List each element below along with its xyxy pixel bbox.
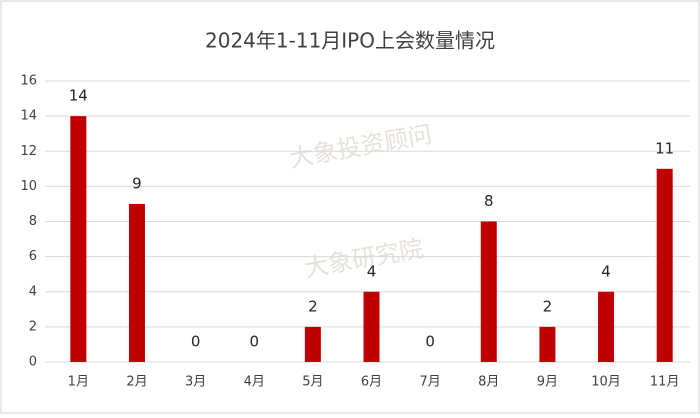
x-tick-label: 9月 bbox=[537, 375, 558, 390]
value-label: 14 bbox=[69, 87, 88, 105]
y-tick-label: 4 bbox=[29, 284, 37, 299]
bar bbox=[598, 291, 615, 362]
y-tick-label: 2 bbox=[29, 319, 37, 334]
bar bbox=[480, 221, 497, 362]
y-tick-label: 6 bbox=[29, 249, 37, 264]
bar bbox=[656, 168, 673, 362]
bar bbox=[128, 203, 145, 362]
x-tick-label: 7月 bbox=[419, 375, 440, 390]
value-label: 0 bbox=[249, 333, 259, 351]
x-tick-label: 4月 bbox=[244, 375, 265, 390]
value-label: 11 bbox=[655, 139, 674, 157]
x-tick-label: 8月 bbox=[478, 375, 499, 390]
value-label: 2 bbox=[308, 297, 318, 315]
bar bbox=[539, 326, 556, 362]
y-tick-label: 0 bbox=[29, 355, 37, 370]
value-label: 9 bbox=[132, 174, 142, 192]
chart-title: 2024年1-11月IPO上会数量情况 bbox=[205, 29, 495, 53]
x-tick-label: 5月 bbox=[302, 375, 323, 390]
x-tick-label: 6月 bbox=[361, 375, 382, 390]
y-tick-label: 16 bbox=[20, 74, 37, 89]
x-tick-label: 2月 bbox=[126, 375, 147, 390]
x-tick-label: 1月 bbox=[68, 375, 89, 390]
value-label: 8 bbox=[484, 192, 494, 210]
y-tick-label: 10 bbox=[20, 179, 37, 194]
y-tick-label: 14 bbox=[20, 109, 37, 124]
y-tick-label: 12 bbox=[20, 144, 37, 159]
value-label: 0 bbox=[425, 333, 435, 351]
bar bbox=[363, 291, 380, 362]
bar bbox=[304, 326, 321, 362]
value-label: 2 bbox=[543, 297, 553, 315]
y-tick-label: 8 bbox=[29, 214, 37, 229]
x-tick-label: 3月 bbox=[185, 375, 206, 390]
x-tick-label: 10月 bbox=[591, 375, 621, 390]
value-label: 0 bbox=[191, 333, 201, 351]
bar bbox=[70, 116, 87, 362]
x-tick-label: 11月 bbox=[650, 375, 680, 390]
value-label: 4 bbox=[601, 262, 611, 280]
value-label: 4 bbox=[367, 262, 377, 280]
